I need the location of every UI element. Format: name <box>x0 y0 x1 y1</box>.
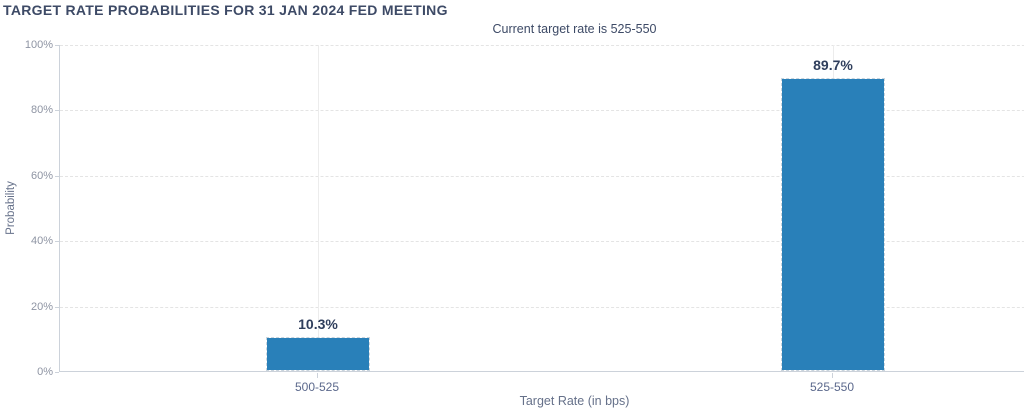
category-label: 500-525 <box>294 380 340 394</box>
y-tick-label: 0% <box>37 366 53 378</box>
y-tick-mark <box>55 241 59 243</box>
probability-bar[interactable] <box>781 78 885 371</box>
chart-subtitle: Current target rate is 525-550 <box>492 22 657 36</box>
chart-title: TARGET RATE PROBABILITIES FOR 31 JAN 202… <box>3 2 448 18</box>
x-tick-mark <box>832 373 833 378</box>
bar-value-label: 10.3% <box>298 316 338 332</box>
horizontal-gridline <box>60 45 1024 46</box>
y-axis-ticks: 0% 20% 40% 60% 80% 100% <box>0 39 59 378</box>
y-tick-mark <box>55 372 59 373</box>
y-tick-label: 100% <box>24 39 53 51</box>
probability-bar[interactable] <box>266 337 370 371</box>
x-tick-mark <box>317 373 318 378</box>
category-label: 525-550 <box>809 380 855 394</box>
vertical-gridline <box>318 45 319 371</box>
y-tick-mark <box>55 175 59 177</box>
y-tick-label: 40% <box>30 235 53 248</box>
horizontal-gridline <box>60 110 1024 112</box>
x-axis-title: Target Rate (in bps) <box>519 394 630 408</box>
y-tick-label: 20% <box>30 300 53 313</box>
x-axis-labels: 500-525 525-550 <box>59 373 1024 397</box>
y-tick-label: 80% <box>30 104 53 117</box>
y-tick-label: 60% <box>30 169 53 182</box>
bar-value-label: 89.7% <box>813 57 853 73</box>
horizontal-gridline <box>60 306 1024 308</box>
horizontal-gridline <box>60 175 1024 177</box>
plot-area: 10.3% 89.7% <box>59 45 1024 372</box>
y-tick-mark <box>55 110 59 112</box>
y-tick-mark <box>55 306 59 308</box>
y-tick-mark <box>55 45 59 46</box>
horizontal-gridline <box>60 241 1024 243</box>
